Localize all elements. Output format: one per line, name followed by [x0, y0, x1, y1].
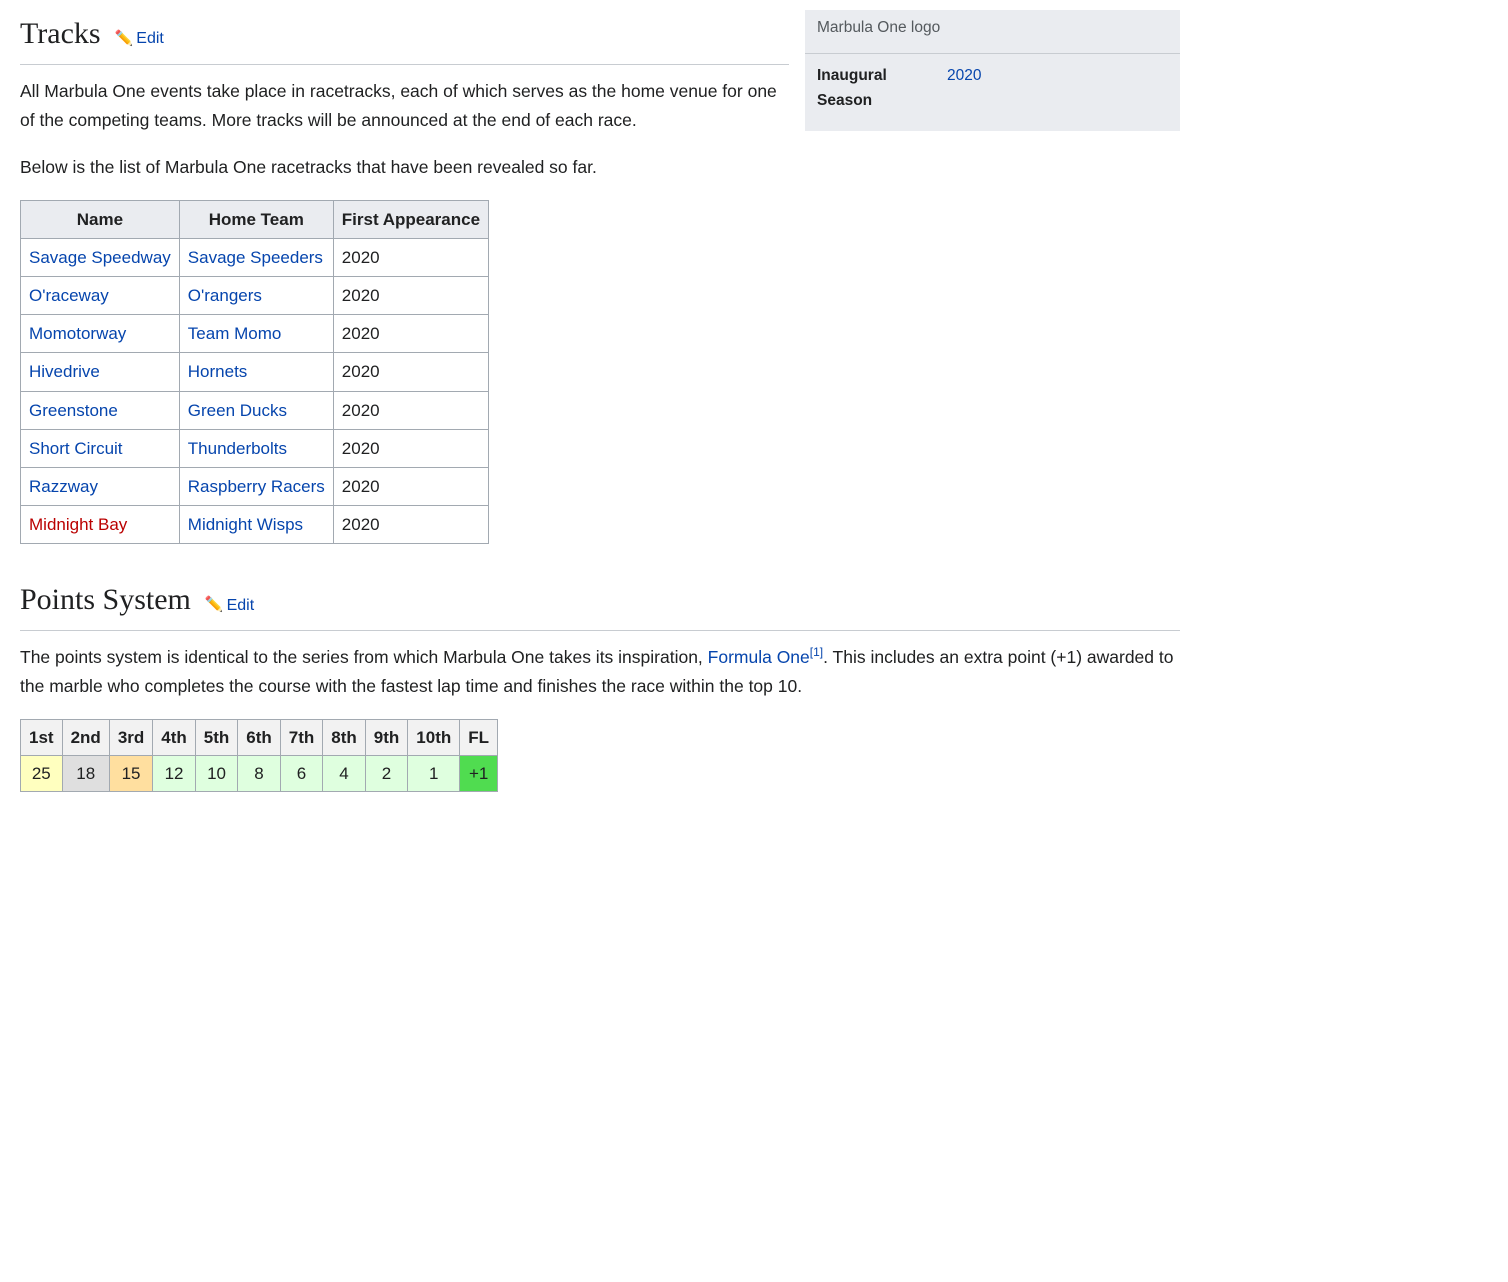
cell-first-appearance: 2020 — [333, 315, 488, 353]
track-name-link[interactable]: Midnight Bay — [29, 515, 127, 534]
section-heading-tracks: Tracks ✏️Edit — [20, 10, 789, 65]
points-position-header: 8th — [323, 720, 366, 756]
table-row: Greenstone Green Ducks 2020 — [21, 391, 489, 429]
cell-home-team: Team Momo — [179, 315, 333, 353]
home-team-link[interactable]: Midnight Wisps — [188, 515, 303, 534]
table-row: O'raceway O'rangers 2020 — [21, 277, 489, 315]
points-position-header: 4th — [153, 720, 196, 756]
cell-track-name: O'raceway — [21, 277, 180, 315]
col-name: Name — [21, 200, 180, 238]
cell-track-name: Momotorway — [21, 315, 180, 353]
cell-home-team: Green Ducks — [179, 391, 333, 429]
points-value-cell: 6 — [280, 756, 323, 792]
heading-text: Tracks — [20, 10, 101, 58]
points-value-cell: 25 — [21, 756, 63, 792]
edit-link[interactable]: Edit — [227, 593, 255, 619]
table-row: Momotorway Team Momo 2020 — [21, 315, 489, 353]
points-position-header: 9th — [365, 720, 408, 756]
points-paragraph: The points system is identical to the se… — [20, 643, 1180, 701]
points-position-header: FL — [460, 720, 498, 756]
edit-section-points: ✏️Edit — [205, 593, 254, 619]
cell-home-team: Savage Speeders — [179, 238, 333, 276]
cell-track-name: Savage Speedway — [21, 238, 180, 276]
points-value-cell: 18 — [62, 756, 109, 792]
home-team-link[interactable]: Green Ducks — [188, 401, 287, 420]
track-name-link[interactable]: Short Circuit — [29, 439, 123, 458]
track-name-link[interactable]: Razzway — [29, 477, 98, 496]
points-position-header: 7th — [280, 720, 323, 756]
tracks-table: Name Home Team First Appearance Savage S… — [20, 200, 489, 545]
cell-home-team: O'rangers — [179, 277, 333, 315]
points-value-cell: 2 — [365, 756, 408, 792]
points-position-header: 2nd — [62, 720, 109, 756]
track-name-link[interactable]: Greenstone — [29, 401, 118, 420]
cell-home-team: Midnight Wisps — [179, 506, 333, 544]
cell-track-name: Razzway — [21, 467, 180, 505]
home-team-link[interactable]: Thunderbolts — [188, 439, 287, 458]
cell-track-name: Greenstone — [21, 391, 180, 429]
home-team-link[interactable]: O'rangers — [188, 286, 262, 305]
home-team-link[interactable]: Raspberry Racers — [188, 477, 325, 496]
home-team-link[interactable]: Savage Speeders — [188, 248, 323, 267]
points-text-before-link: The points system is identical to the se… — [20, 647, 708, 667]
points-value-cell: 10 — [195, 756, 238, 792]
track-name-link[interactable]: Hivedrive — [29, 362, 100, 381]
cell-first-appearance: 2020 — [333, 467, 488, 505]
edit-link[interactable]: Edit — [136, 26, 164, 52]
points-value-cell: 8 — [238, 756, 281, 792]
infobox-row-value: 2020 — [935, 53, 1180, 131]
home-team-link[interactable]: Team Momo — [188, 324, 282, 343]
table-row: Midnight Bay Midnight Wisps 2020 — [21, 506, 489, 544]
cell-first-appearance: 2020 — [333, 353, 488, 391]
reference-1-link[interactable]: [1] — [810, 645, 823, 659]
cell-first-appearance: 2020 — [333, 238, 488, 276]
formula-one-link[interactable]: Formula One — [708, 647, 810, 667]
heading-text: Points System — [20, 576, 191, 624]
edit-section-tracks: ✏️Edit — [115, 26, 164, 52]
pencil-icon: ✏️ — [205, 593, 224, 617]
cell-first-appearance: 2020 — [333, 277, 488, 315]
section-heading-points: Points System ✏️Edit — [20, 576, 1180, 631]
table-row: Savage Speedway Savage Speeders 2020 — [21, 238, 489, 276]
home-team-link[interactable]: Hornets — [188, 362, 248, 381]
tracks-paragraph-2: Below is the list of Marbula One racetra… — [20, 153, 1180, 182]
cell-home-team: Raspberry Racers — [179, 467, 333, 505]
reference-1: [1] — [810, 645, 823, 659]
infobox-inaugural-season-link[interactable]: 2020 — [947, 67, 981, 84]
points-value-cell: 15 — [109, 756, 152, 792]
points-position-header: 1st — [21, 720, 63, 756]
cell-track-name: Short Circuit — [21, 429, 180, 467]
points-value-cell: 12 — [153, 756, 196, 792]
table-row: Razzway Raspberry Racers 2020 — [21, 467, 489, 505]
pencil-icon: ✏️ — [115, 27, 134, 51]
cell-track-name: Hivedrive — [21, 353, 180, 391]
points-position-header: 5th — [195, 720, 238, 756]
cell-track-name: Midnight Bay — [21, 506, 180, 544]
cell-home-team: Thunderbolts — [179, 429, 333, 467]
points-value-cell: 1 — [408, 756, 460, 792]
points-position-header: 10th — [408, 720, 460, 756]
points-value-cell: 4 — [323, 756, 366, 792]
col-first-appearance: First Appearance — [333, 200, 488, 238]
col-home-team: Home Team — [179, 200, 333, 238]
infobox-caption: Marbula One logo — [805, 10, 1180, 53]
track-name-link[interactable]: Savage Speedway — [29, 248, 171, 267]
cell-first-appearance: 2020 — [333, 429, 488, 467]
track-name-link[interactable]: Momotorway — [29, 324, 126, 343]
table-row: Hivedrive Hornets 2020 — [21, 353, 489, 391]
cell-first-appearance: 2020 — [333, 391, 488, 429]
points-table: 1st2nd3rd4th5th6th7th8th9th10thFL 251815… — [20, 719, 498, 792]
points-position-header: 3rd — [109, 720, 152, 756]
points-position-header: 6th — [238, 720, 281, 756]
points-value-cell: +1 — [460, 756, 498, 792]
infobox: Marbula One logo Inaugural Season 2020 — [805, 10, 1180, 131]
track-name-link[interactable]: O'raceway — [29, 286, 109, 305]
cell-home-team: Hornets — [179, 353, 333, 391]
cell-first-appearance: 2020 — [333, 506, 488, 544]
infobox-row-label: Inaugural Season — [805, 53, 935, 131]
table-row: Short Circuit Thunderbolts 2020 — [21, 429, 489, 467]
